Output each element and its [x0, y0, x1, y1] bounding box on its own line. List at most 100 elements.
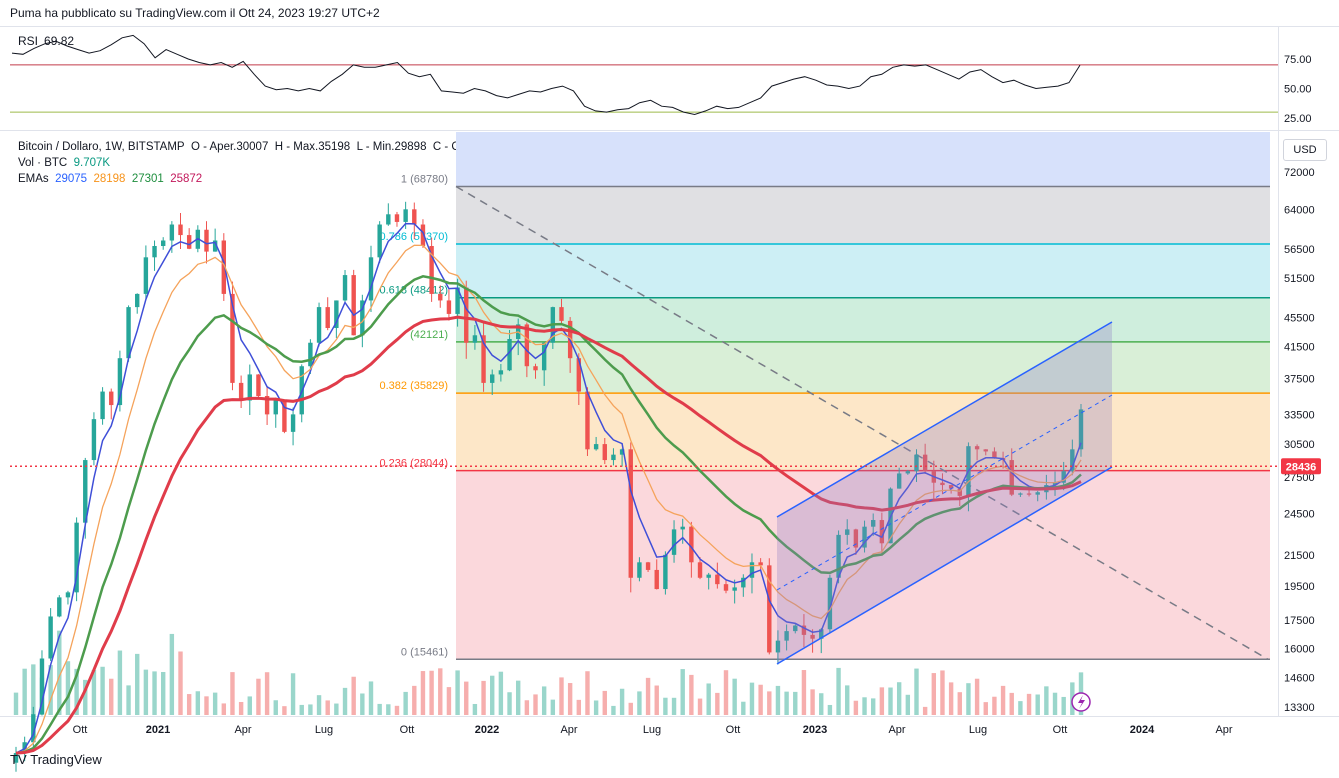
- price-tag-bg: [1281, 458, 1321, 475]
- volume-bar: [567, 683, 573, 715]
- rsi-label: RSI: [18, 34, 39, 48]
- candle-body: [801, 625, 807, 635]
- volume-bar: [715, 692, 720, 715]
- volume-bars: [13, 630, 1084, 715]
- volume-bar: [212, 692, 218, 715]
- rsi-line: [11, 34, 1081, 116]
- candle-body: [1070, 449, 1075, 472]
- candle-body: [290, 414, 296, 432]
- candle-body: [671, 529, 677, 555]
- volume-bar: [342, 687, 348, 715]
- candle-body: [342, 275, 348, 301]
- candle-body: [91, 419, 97, 461]
- candle-body: [845, 529, 850, 535]
- volume-bar: [1009, 692, 1014, 715]
- candle-body: [264, 396, 270, 415]
- main-legend: Bitcoin / Dollaro, 1W, BITSTAMP O - Aper…: [18, 139, 611, 187]
- candle-body: [775, 640, 781, 653]
- volume-bar: [100, 666, 105, 715]
- fib-zone: [456, 243, 1270, 298]
- candle-body: [117, 358, 123, 406]
- price-axis-tick: 41500: [1284, 342, 1315, 354]
- time-axis-tick: 2023: [803, 724, 827, 736]
- candle-body: [403, 209, 408, 222]
- candle-body: [394, 214, 400, 222]
- volume-bar: [420, 671, 426, 715]
- volume-bar: [671, 697, 677, 715]
- volume-bar: [1026, 693, 1032, 715]
- candle-body: [368, 257, 374, 301]
- candle-body: [559, 307, 564, 321]
- ema-value-3: 27301: [131, 173, 164, 185]
- price-tag: 28436: [1286, 461, 1317, 473]
- candle-body: [870, 520, 876, 527]
- volume-bar: [204, 696, 209, 715]
- ema-value-2: 28198: [93, 173, 126, 185]
- price-axis-tick: 24500: [1284, 508, 1315, 520]
- candle-body: [1078, 409, 1084, 450]
- volume-bar: [48, 665, 53, 715]
- volume-bar: [273, 700, 278, 715]
- candle-body: [360, 300, 365, 336]
- time-axis-tick: Lug: [969, 724, 987, 736]
- ema-label[interactable]: EMAs: [18, 173, 49, 185]
- candle-body: [325, 307, 330, 329]
- candle-body: [810, 634, 815, 639]
- pane-separator: [0, 130, 1339, 131]
- rsi-axis-tick: 75.00: [1284, 54, 1312, 66]
- price-axis-tick: 27500: [1284, 472, 1315, 484]
- candle-body: [221, 240, 227, 294]
- ascending-channel-fill: [777, 322, 1112, 664]
- volume-bar: [57, 630, 62, 715]
- candle-body: [109, 391, 114, 406]
- candle-body: [1026, 493, 1032, 495]
- channel-lower-line: [776, 466, 1113, 665]
- candle-body: [204, 229, 209, 252]
- candle-body: [567, 320, 573, 359]
- volume-bar: [905, 694, 911, 715]
- candle-body: [879, 520, 885, 544]
- volume-bar: [689, 674, 694, 715]
- volume-bar: [1070, 682, 1075, 715]
- candle-body: [896, 473, 902, 489]
- price-axis-tick: 37500: [1284, 374, 1315, 386]
- volume-bar: [490, 675, 495, 715]
- candle-body: [602, 444, 607, 461]
- volume-bar: [948, 682, 954, 715]
- price-axis-tick: 21500: [1284, 550, 1315, 562]
- channel-upper-line: [776, 321, 1113, 518]
- tradingview-brand[interactable]: TV TradingView: [10, 752, 102, 767]
- candle-body: [593, 444, 599, 450]
- open-value: O - Aper.30007: [190, 141, 269, 153]
- volume-bar: [576, 699, 582, 715]
- volume-bar: [706, 683, 711, 715]
- volume-bar: [238, 701, 244, 715]
- candle-body: [611, 454, 616, 461]
- price-axis-tick: 19500: [1284, 581, 1315, 593]
- volume-bar: [966, 683, 971, 715]
- candle-body: [1009, 460, 1014, 495]
- currency-button[interactable]: USD: [1283, 139, 1327, 161]
- candle-body: [238, 382, 244, 401]
- volume-bar: [862, 697, 867, 715]
- candle-body: [619, 449, 625, 455]
- candle-body: [628, 449, 633, 578]
- candle-body: [472, 335, 478, 343]
- candle-body: [386, 214, 391, 225]
- volume-bar: [593, 700, 599, 715]
- channel-mid-line: [776, 394, 1113, 591]
- volume-bar: [1052, 692, 1058, 715]
- volume-bar: [438, 668, 443, 715]
- candle-body: [749, 562, 755, 578]
- volume-bar: [507, 692, 512, 715]
- candle-body: [256, 374, 261, 397]
- symbol-label[interactable]: Bitcoin / Dollaro, 1W, BITSTAMP: [18, 141, 185, 153]
- candle-body: [507, 338, 512, 371]
- volume-bar: [282, 706, 287, 715]
- candle-body: [420, 224, 426, 247]
- volume-label[interactable]: Vol · BTC: [18, 157, 68, 169]
- fib-zone: [456, 470, 1270, 660]
- time-axis-tick: Ott: [1053, 724, 1068, 736]
- lightning-icon: [1071, 692, 1091, 712]
